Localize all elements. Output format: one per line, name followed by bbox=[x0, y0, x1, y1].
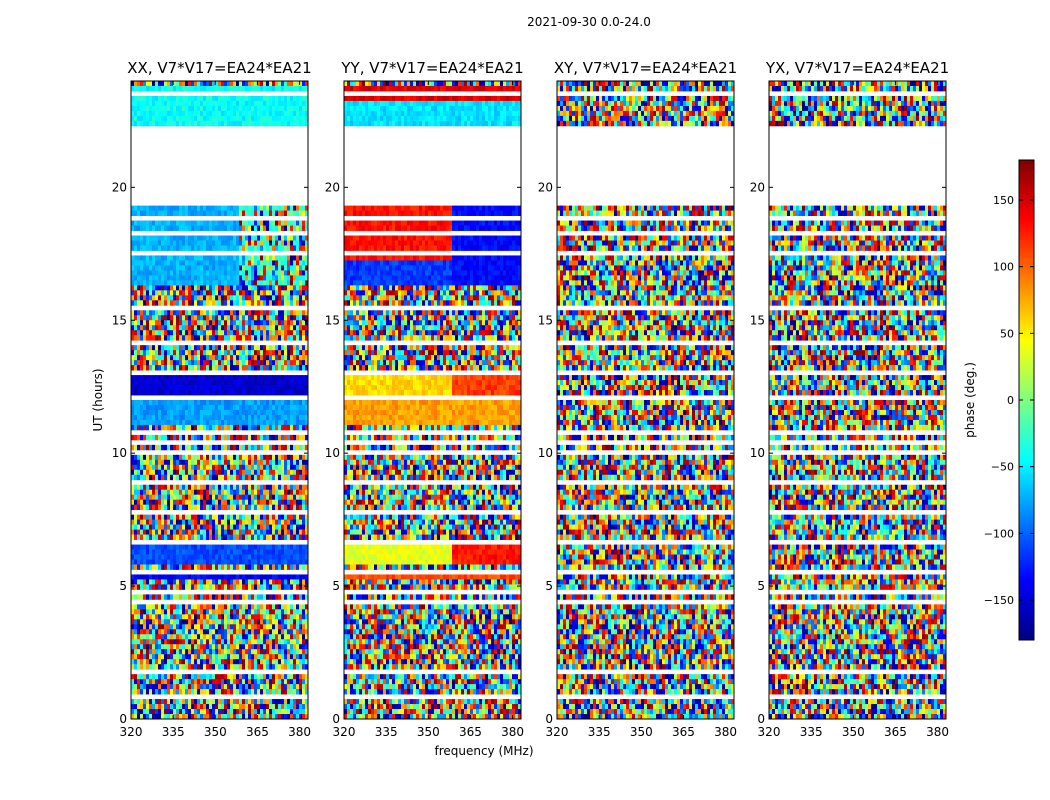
phase-cells bbox=[131, 81, 309, 720]
panels: XX, V7*V17=EA24*EA21 320 335 350 365 380 0 5 10 1… bbox=[112, 59, 949, 739]
y-tick-label: 0 bbox=[545, 712, 553, 726]
colorbar-tick-label: −150 bbox=[984, 594, 1014, 607]
x-tick-label: 320 bbox=[120, 725, 143, 739]
panel-yx: YX, V7*V17=EA24*EA21 320 335 350 365 380 0 5 10 1… bbox=[750, 59, 949, 739]
y-tick-label: 20 bbox=[538, 180, 553, 194]
panel-title: XY, V7*V17=EA24*EA21 bbox=[554, 59, 737, 77]
y-axis-label: UT (hours) bbox=[91, 368, 105, 431]
colorbar-tick-label: −50 bbox=[991, 461, 1014, 474]
panel-xy: XY, V7*V17=EA24*EA21 320 335 350 365 380 0 5 10 1… bbox=[538, 59, 737, 739]
phase-cells bbox=[557, 81, 735, 720]
y-tick-label: 15 bbox=[325, 313, 340, 327]
phase-cells bbox=[769, 81, 947, 720]
x-tick-label: 350 bbox=[204, 725, 227, 739]
colorbar-tick-label: 0 bbox=[1007, 394, 1014, 407]
y-tick-label: 10 bbox=[538, 446, 553, 460]
y-tick-label: 5 bbox=[119, 579, 127, 593]
x-tick-label: 365 bbox=[459, 725, 482, 739]
y-tick-label: 5 bbox=[757, 579, 765, 593]
panel-xx: XX, V7*V17=EA24*EA21 320 335 350 365 380 0 5 10 1… bbox=[112, 59, 312, 739]
x-tick-label: 335 bbox=[162, 725, 185, 739]
colorbar-tick-label: 50 bbox=[1000, 327, 1014, 340]
panel-title: YY, V7*V17=EA24*EA21 bbox=[340, 59, 523, 77]
figure-title: 2021-09-30 0.0-24.0 bbox=[527, 15, 651, 29]
y-tick-label: 0 bbox=[332, 712, 340, 726]
panel-frame bbox=[556, 80, 735, 720]
x-tick-label: 320 bbox=[546, 725, 569, 739]
x-tick-label: 335 bbox=[800, 725, 823, 739]
panel-frame bbox=[343, 80, 522, 720]
x-tick-label: 320 bbox=[333, 725, 356, 739]
colorbar-tick-label: 150 bbox=[993, 194, 1014, 207]
y-tick-label: 20 bbox=[112, 180, 127, 194]
y-tick-label: 0 bbox=[757, 712, 765, 726]
panel-frame bbox=[130, 80, 309, 720]
x-tick-label: 335 bbox=[375, 725, 398, 739]
colorbar-label: phase (deg.) bbox=[963, 362, 977, 438]
y-tick-label: 15 bbox=[750, 313, 765, 327]
x-tick-label: 380 bbox=[501, 725, 524, 739]
x-tick-label: 335 bbox=[588, 725, 611, 739]
x-tick-label: 365 bbox=[672, 725, 695, 739]
x-tick-label: 350 bbox=[842, 725, 865, 739]
x-tick-label: 350 bbox=[630, 725, 653, 739]
panel-title: YX, V7*V17=EA24*EA21 bbox=[765, 59, 949, 77]
y-tick-label: 0 bbox=[119, 712, 127, 726]
phase-cells bbox=[344, 81, 522, 720]
y-tick-label: 5 bbox=[332, 579, 340, 593]
y-tick-label: 15 bbox=[112, 313, 127, 327]
panel-title: XX, V7*V17=EA24*EA21 bbox=[127, 59, 311, 77]
colorbar-tick-label: 100 bbox=[993, 261, 1014, 274]
y-tick-label: 20 bbox=[325, 180, 340, 194]
y-tick-label: 10 bbox=[325, 446, 340, 460]
y-tick-label: 15 bbox=[538, 313, 553, 327]
y-tick-label: 10 bbox=[112, 446, 127, 460]
y-tick-label: 5 bbox=[545, 579, 553, 593]
x-tick-label: 365 bbox=[884, 725, 907, 739]
x-tick-label: 320 bbox=[758, 725, 781, 739]
x-tick-label: 380 bbox=[714, 725, 737, 739]
x-tick-label: 380 bbox=[926, 725, 949, 739]
colorbar-tick-label: −100 bbox=[984, 527, 1014, 540]
x-tick-label: 350 bbox=[417, 725, 440, 739]
colorbar: 150 100 50 0 −50 −100 −150 bbox=[984, 159, 1035, 641]
x-tick-label: 380 bbox=[288, 725, 311, 739]
x-axis-label: frequency (MHz) bbox=[434, 744, 533, 758]
x-tick-label: 365 bbox=[246, 725, 269, 739]
panel-frame bbox=[768, 80, 947, 720]
panel-yy: YY, V7*V17=EA24*EA21 320 335 350 365 380 0 5 10 1… bbox=[325, 59, 524, 739]
y-tick-label: 10 bbox=[750, 446, 765, 460]
y-tick-label: 20 bbox=[750, 180, 765, 194]
